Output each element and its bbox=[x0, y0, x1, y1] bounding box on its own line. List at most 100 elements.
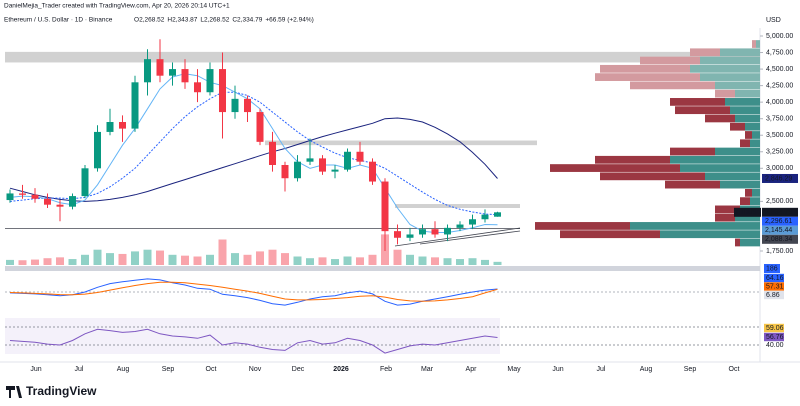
price-tag bbox=[762, 173, 798, 183]
candle-body bbox=[156, 59, 164, 76]
trendline bbox=[394, 227, 521, 247]
moving-average bbox=[9, 73, 498, 233]
price-tag-label: 2,145.44 bbox=[765, 227, 792, 234]
volume-tag-label: 186 bbox=[766, 265, 778, 272]
profile-up bbox=[700, 73, 760, 81]
volume-bar bbox=[356, 257, 364, 265]
profile-down bbox=[705, 114, 735, 123]
rsi-band bbox=[5, 318, 500, 354]
candle-body bbox=[44, 198, 51, 205]
profile-down bbox=[745, 131, 752, 139]
profile-down bbox=[550, 164, 680, 172]
ohlc-key: H bbox=[167, 17, 172, 24]
volume-bar bbox=[181, 255, 189, 265]
candle-body bbox=[356, 151, 364, 162]
volume-bar bbox=[31, 259, 39, 265]
profile-up bbox=[735, 213, 760, 222]
candle-body bbox=[406, 234, 414, 238]
volume-bar bbox=[81, 254, 89, 265]
volume-bar bbox=[256, 251, 264, 265]
candle-body bbox=[94, 131, 101, 169]
candle-body bbox=[381, 181, 389, 232]
zone bbox=[265, 140, 537, 146]
pane-separator bbox=[5, 266, 760, 271]
profile-down bbox=[730, 122, 745, 131]
candle-body bbox=[456, 224, 464, 228]
x-tick-label: Oct bbox=[729, 366, 740, 373]
profile-up bbox=[752, 188, 760, 197]
candle-body bbox=[281, 165, 289, 179]
profile-up bbox=[680, 164, 760, 172]
profile-up bbox=[730, 106, 760, 115]
profile-down bbox=[715, 89, 735, 98]
instrument: Ethereum / U.S. Dollar · 1D · Binance bbox=[4, 17, 113, 24]
y-tick-label: 2,500.00 bbox=[766, 198, 793, 205]
profile-up bbox=[752, 131, 760, 139]
profile-down bbox=[640, 56, 700, 65]
volume-bar bbox=[481, 259, 489, 265]
price-tag bbox=[762, 207, 798, 217]
x-tick-label: Jun bbox=[552, 366, 563, 373]
profile-down bbox=[740, 139, 750, 148]
candle-body bbox=[6, 193, 14, 201]
y-tick-label: 3,250.00 bbox=[766, 149, 793, 156]
profile-down bbox=[715, 213, 735, 222]
volume-bar bbox=[443, 258, 452, 265]
profile-up bbox=[735, 114, 760, 123]
y-tick-label: 1,750.00 bbox=[766, 248, 793, 255]
x-tick-label: Jun bbox=[30, 366, 41, 373]
candle-body bbox=[19, 193, 26, 195]
macd-tag-label: 57.31 bbox=[766, 283, 784, 290]
candle-body bbox=[131, 82, 139, 129]
volume-bar bbox=[131, 251, 139, 265]
profile-down bbox=[745, 188, 752, 197]
macd-tag bbox=[764, 273, 784, 283]
profile-down bbox=[595, 155, 670, 164]
x-tick-label: Jul bbox=[597, 366, 606, 373]
macd-tag bbox=[764, 282, 784, 291]
price-tag bbox=[762, 216, 798, 226]
x-tick-label: Nov bbox=[249, 366, 262, 373]
profile-up bbox=[670, 155, 760, 164]
macd-tag bbox=[764, 290, 784, 300]
profile-down bbox=[675, 106, 730, 115]
volume-bar bbox=[431, 257, 439, 265]
candle-body bbox=[194, 82, 201, 93]
y-tick-label: 3,500.00 bbox=[766, 132, 793, 139]
volume-bar bbox=[368, 254, 377, 265]
profile-up bbox=[745, 122, 760, 131]
volume-bar bbox=[168, 254, 177, 265]
y-tick-label: 4,000.00 bbox=[766, 99, 793, 106]
volume-bar bbox=[406, 254, 414, 265]
ohlc-value: +66.59 (+2.94%) bbox=[265, 17, 313, 24]
macd-tag-label: 6.86 bbox=[766, 292, 780, 299]
volume-bar bbox=[493, 261, 502, 265]
candle-body bbox=[394, 231, 401, 238]
zone bbox=[5, 51, 760, 63]
volume-bar bbox=[268, 249, 277, 265]
candle-body bbox=[56, 204, 64, 207]
candle-body bbox=[219, 69, 226, 113]
candle-body bbox=[106, 122, 114, 132]
profile-down bbox=[752, 40, 756, 48]
profile-up bbox=[735, 89, 760, 98]
y-tick-label: 3,750.00 bbox=[766, 116, 793, 123]
volume-bar bbox=[468, 258, 477, 265]
profile-down bbox=[600, 172, 705, 181]
profile-up bbox=[705, 172, 760, 181]
price-tag-label: 2,088.34 bbox=[765, 236, 792, 243]
candle-body bbox=[494, 212, 501, 217]
profile-up bbox=[740, 238, 760, 247]
candle-body bbox=[306, 158, 314, 162]
y-tick-label: 4,250.00 bbox=[766, 82, 793, 89]
volume-bar bbox=[118, 253, 127, 265]
attribution: DanielMejia_Trader created with TradingV… bbox=[4, 3, 230, 10]
ohlc-key: O bbox=[134, 17, 139, 24]
volume-bar bbox=[106, 253, 114, 265]
x-tick-label: May bbox=[507, 366, 521, 373]
signal-line bbox=[9, 281, 498, 302]
volume-bar bbox=[231, 253, 239, 265]
candle-body bbox=[269, 141, 276, 165]
symbol-tag bbox=[734, 207, 761, 217]
